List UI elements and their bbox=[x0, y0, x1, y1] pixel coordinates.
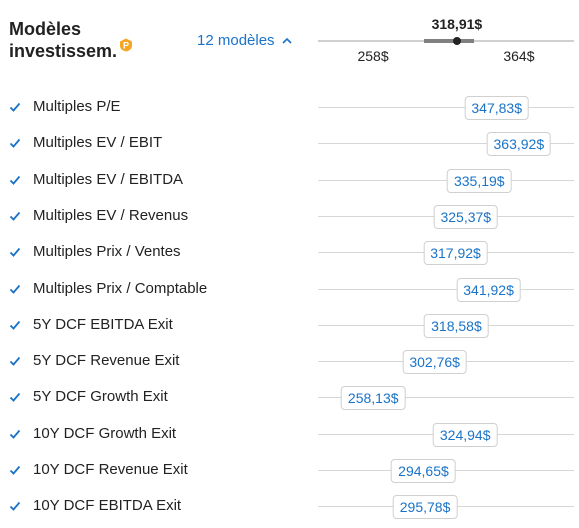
model-row: 5Y DCF EBITDA Exit 318,58$ bbox=[0, 307, 579, 343]
model-value-badge[interactable]: 318,58$ bbox=[424, 313, 489, 338]
models-header: Modèles investissem. P 12 modèles 318,91… bbox=[0, 0, 579, 80]
range-band bbox=[423, 39, 474, 43]
checkbox-checked-icon[interactable] bbox=[9, 210, 21, 222]
average-value: 318,91$ bbox=[431, 16, 483, 32]
models-count-label: 12 modèles bbox=[197, 32, 275, 49]
model-value-track bbox=[318, 288, 574, 290]
range-max-value: 364$ bbox=[503, 48, 535, 64]
model-value-badge[interactable]: 317,92$ bbox=[423, 241, 488, 266]
model-row: 10Y DCF Growth Exit 324,94$ bbox=[0, 416, 579, 452]
checkbox-checked-icon[interactable] bbox=[9, 355, 21, 367]
model-label: 10Y DCF Growth Exit bbox=[33, 424, 177, 442]
model-label: Multiples P/E bbox=[33, 98, 121, 115]
model-label: Multiples EV / Revenus bbox=[33, 206, 189, 224]
model-value-track bbox=[318, 397, 574, 399]
range-min-value: 258$ bbox=[357, 48, 389, 64]
model-row: Multiples Prix / Comptable 341,92$ bbox=[0, 271, 579, 307]
model-label: Multiples Prix / Ventes bbox=[33, 243, 181, 261]
title-line-1: Modèles bbox=[9, 19, 82, 39]
section-title: Modèles investissem. bbox=[9, 18, 117, 62]
model-value-badge[interactable]: 335,19$ bbox=[446, 168, 512, 193]
model-label: Multiples EV / EBIT bbox=[33, 134, 163, 152]
checkbox-checked-icon[interactable] bbox=[9, 246, 21, 258]
model-row: 10Y DCF Revenue Exit 294,65$ bbox=[0, 452, 579, 488]
model-row: Multiples P/E 347,83$ bbox=[0, 89, 579, 125]
pro-badge-icon[interactable]: P bbox=[119, 38, 133, 52]
average-marker bbox=[452, 37, 461, 45]
model-value-badge[interactable]: 302,76$ bbox=[402, 350, 467, 375]
model-value-track bbox=[318, 143, 574, 145]
model-label: Multiples Prix / Comptable bbox=[33, 279, 208, 297]
model-label: 10Y DCF Revenue Exit bbox=[33, 461, 188, 478]
model-row: Multiples EV / Revenus 325,37$ bbox=[0, 198, 579, 234]
model-value-track bbox=[318, 107, 574, 108]
checkbox-checked-icon[interactable] bbox=[9, 464, 21, 476]
model-value-badge[interactable]: 347,83$ bbox=[464, 96, 529, 120]
model-label: 10Y DCF EBITDA Exit bbox=[33, 497, 182, 515]
checkbox-checked-icon[interactable] bbox=[9, 283, 21, 295]
model-value-badge[interactable]: 341,92$ bbox=[456, 277, 521, 302]
model-label: Multiples EV / EBITDA bbox=[33, 170, 184, 188]
checkbox-checked-icon[interactable] bbox=[9, 500, 21, 512]
model-value-badge[interactable]: 324,94$ bbox=[432, 422, 498, 447]
svg-text:P: P bbox=[123, 41, 129, 51]
model-row: Multiples EV / EBITDA 335,19$ bbox=[0, 162, 579, 198]
checkbox-checked-icon[interactable] bbox=[9, 319, 21, 331]
checkbox-checked-icon[interactable] bbox=[9, 174, 21, 186]
checkbox-checked-icon[interactable] bbox=[9, 137, 21, 149]
model-label: 5Y DCF Revenue Exit bbox=[33, 352, 180, 370]
model-value-badge[interactable]: 325,37$ bbox=[433, 204, 499, 229]
model-value-badge[interactable]: 258,13$ bbox=[340, 386, 406, 411]
model-row: 10Y DCF EBITDA Exit 295,78$ bbox=[0, 488, 579, 524]
model-label: 5Y DCF EBITDA Exit bbox=[33, 315, 173, 333]
model-value-badge[interactable]: 363,92$ bbox=[486, 132, 552, 157]
chevron-up-icon bbox=[281, 37, 292, 44]
checkbox-checked-icon[interactable] bbox=[9, 428, 21, 440]
model-row: 5Y DCF Growth Exit 258,13$ bbox=[0, 379, 579, 415]
models-count-toggle[interactable]: 12 modèles bbox=[197, 32, 293, 49]
model-value-badge[interactable]: 294,65$ bbox=[391, 459, 456, 483]
model-value-track bbox=[318, 179, 574, 181]
checkbox-checked-icon[interactable] bbox=[9, 391, 21, 403]
value-range-summary: 318,91$ 258$ 364$ bbox=[318, 14, 574, 64]
title-line-2: investissem. bbox=[9, 41, 118, 61]
model-row: Multiples EV / EBIT 363,92$ bbox=[0, 125, 579, 161]
model-value-badge[interactable]: 295,78$ bbox=[392, 495, 458, 520]
model-row: 5Y DCF Revenue Exit 302,76$ bbox=[0, 343, 579, 379]
checkbox-checked-icon[interactable] bbox=[9, 101, 21, 113]
model-row: Multiples Prix / Ventes 317,92$ bbox=[0, 234, 579, 270]
model-label: 5Y DCF Growth Exit bbox=[33, 388, 168, 406]
